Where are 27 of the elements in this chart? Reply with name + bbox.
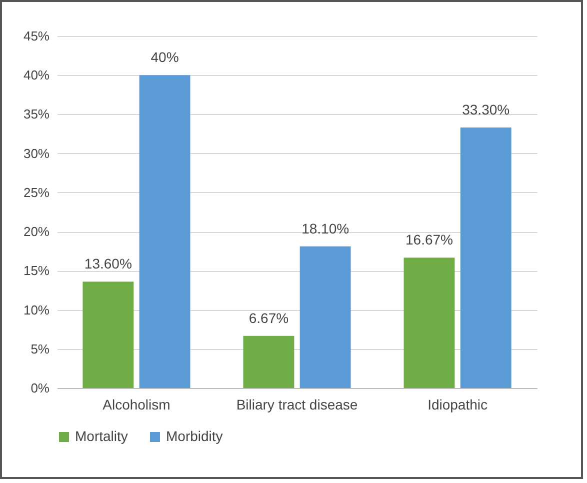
legend-label: Morbidity: [166, 428, 223, 444]
bar: [82, 282, 134, 388]
y-tick-label: 15%: [23, 263, 50, 278]
y-tick-label: 30%: [23, 146, 50, 161]
bar: [460, 128, 512, 388]
y-tick-label: 5%: [30, 341, 50, 356]
bar: [404, 258, 455, 388]
y-tick-label: 25%: [23, 184, 50, 200]
x-tick-label: Idiopathic: [428, 396, 488, 412]
y-tick-label: 35%: [23, 106, 50, 122]
bar: [243, 336, 294, 388]
bar: [300, 246, 351, 388]
x-tick-label: Biliary tract disease: [236, 396, 358, 412]
y-tick-label: 10%: [23, 302, 50, 318]
bar: [139, 75, 190, 388]
y-tick-label: 0%: [30, 380, 50, 396]
data-label: 6.67%: [248, 310, 289, 326]
data-label: 18.10%: [302, 220, 350, 236]
y-tick-label: 45%: [23, 28, 50, 44]
data-label: 40%: [150, 49, 179, 66]
data-label: 13.60%: [84, 256, 132, 272]
data-label: 33.30%: [462, 102, 510, 118]
y-tick-label: 40%: [23, 68, 50, 83]
x-tick-label: Alcoholism: [102, 396, 170, 412]
data-label: 16.67%: [405, 232, 453, 248]
y-tick-label: 20%: [23, 224, 50, 240]
legend-label: Mortality: [75, 428, 128, 444]
